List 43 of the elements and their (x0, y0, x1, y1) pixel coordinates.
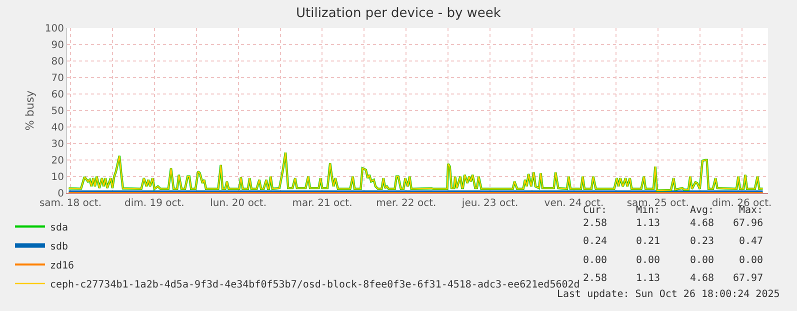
text: 1.13 (636, 218, 660, 229)
y-tick-label: 0 (58, 188, 64, 200)
y-tick-label: 80 (51, 56, 64, 68)
text: 4.68 (690, 218, 714, 229)
legend-label: sdb (50, 241, 68, 252)
legend-label: ceph-c27734b1-1a2b-4d5a-9f3d-4e34bf0f53b7/osd-block-8fee0f3e-6f31-4518-adc3-ee621ed5602d (50, 279, 580, 290)
y-tick-label: 50 (51, 106, 64, 117)
text: Max: (739, 205, 764, 216)
text: 2.58 (583, 273, 608, 284)
legend-label: sda (50, 222, 68, 234)
x-tick-label: sam. 18 oct. (39, 198, 102, 209)
text: Min: (636, 205, 660, 216)
text: 67.97 (733, 273, 764, 284)
text: Avg: (690, 205, 714, 216)
text: 1.13 (636, 273, 660, 284)
text: 0.00 (583, 255, 608, 266)
x-tick-label: jeu. 23 oct. (460, 198, 518, 209)
chart-title: Utilization per device - by week (296, 6, 502, 22)
text: 0.21 (636, 236, 660, 247)
text: 0.00 (636, 255, 660, 266)
text: 0.00 (690, 255, 714, 266)
y-tick-label: 100 (44, 24, 64, 34)
text: 0.24 (583, 236, 608, 247)
y-tick-label: 60 (51, 90, 64, 100)
y-tick-label: 20 (51, 156, 64, 166)
text: 0.23 (690, 236, 714, 247)
y-tick-label: 10 (51, 172, 64, 183)
x-tick-label: lun. 20 oct. (210, 198, 267, 209)
x-tick-label: mer. 22 oct. (376, 198, 436, 209)
y-tick-label: 30 (51, 139, 64, 150)
x-tick-label: mar. 21 oct. (292, 198, 352, 209)
text: 2.58 (583, 218, 608, 229)
text: Last update: Sun Oct 26 18:00:24 2025 (557, 289, 780, 300)
x-tick-label: dim. 19 oct. (124, 198, 184, 209)
text: 0.00 (739, 255, 764, 266)
y-tick-label: 90 (51, 40, 64, 51)
text: 0.47 (739, 236, 764, 247)
y-axis-title: % busy (24, 90, 37, 131)
y-tick-label: 40 (51, 122, 64, 134)
text: 4.68 (690, 273, 714, 284)
text: 67.96 (733, 218, 764, 229)
legend-label: zd16 (50, 260, 74, 272)
y-tick-label: 70 (51, 73, 64, 84)
